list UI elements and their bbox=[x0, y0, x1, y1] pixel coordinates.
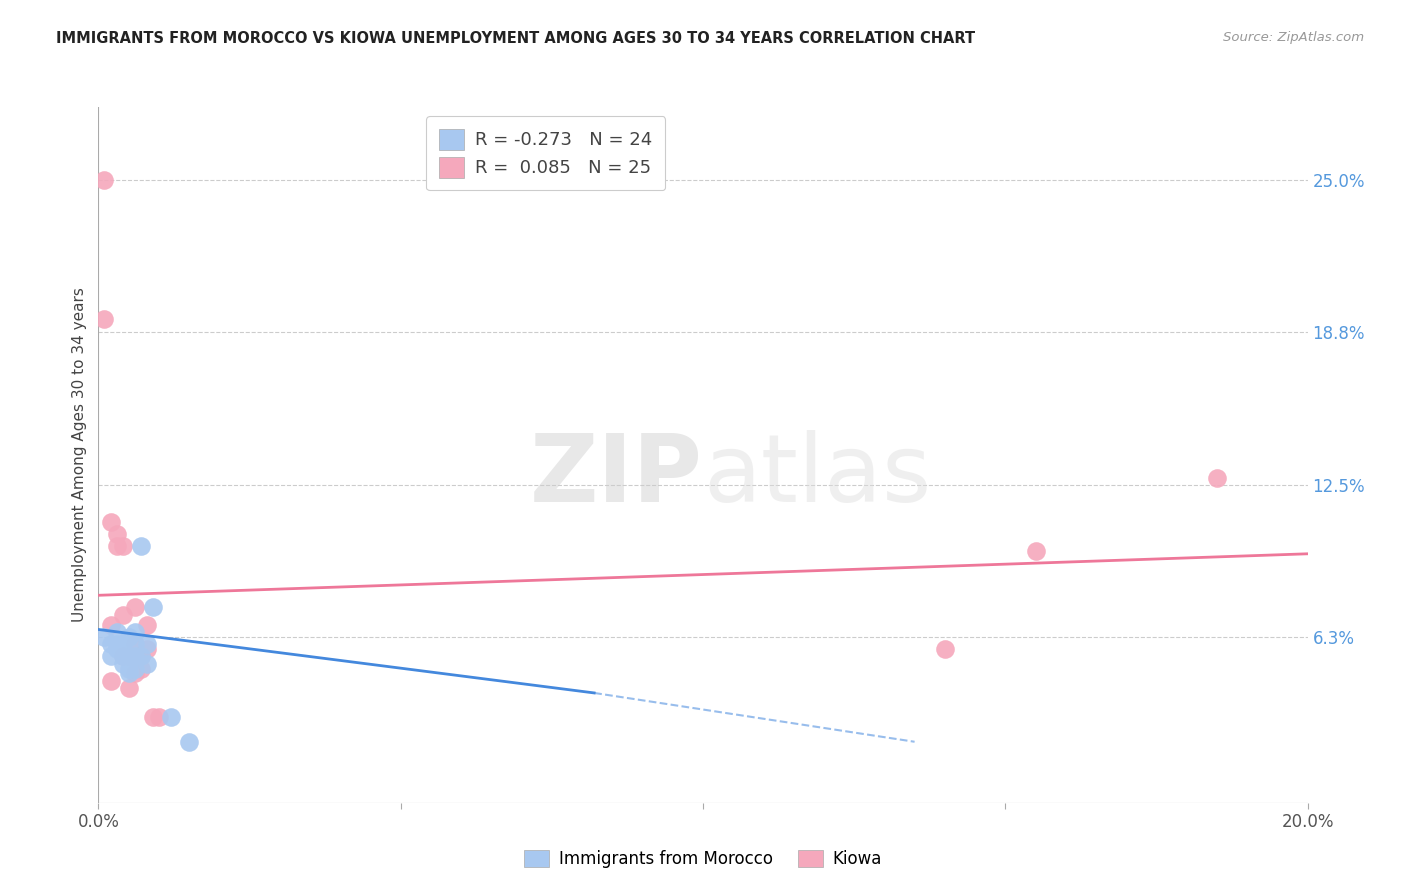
Point bbox=[179, 735, 201, 749]
Point bbox=[124, 624, 146, 639]
Point bbox=[124, 661, 146, 675]
Point bbox=[118, 649, 141, 664]
Point bbox=[1206, 471, 1229, 485]
Point bbox=[148, 710, 170, 724]
Point bbox=[111, 607, 134, 622]
Point bbox=[934, 642, 956, 657]
Legend: R = -0.273   N = 24, R =  0.085   N = 25: R = -0.273 N = 24, R = 0.085 N = 25 bbox=[426, 116, 665, 190]
Point bbox=[100, 649, 122, 664]
Point bbox=[124, 600, 146, 615]
Text: ZIP: ZIP bbox=[530, 430, 703, 522]
Text: atlas: atlas bbox=[703, 430, 931, 522]
Point bbox=[105, 624, 128, 639]
Text: IMMIGRANTS FROM MOROCCO VS KIOWA UNEMPLOYMENT AMONG AGES 30 TO 34 YEARS CORRELAT: IMMIGRANTS FROM MOROCCO VS KIOWA UNEMPLO… bbox=[56, 31, 976, 46]
Point bbox=[135, 637, 157, 651]
Point bbox=[142, 600, 165, 615]
Point bbox=[105, 642, 128, 657]
Point bbox=[111, 649, 134, 664]
Point bbox=[118, 649, 141, 664]
Point bbox=[111, 637, 134, 651]
Point bbox=[1024, 544, 1046, 558]
Point bbox=[135, 657, 157, 671]
Point bbox=[118, 666, 141, 681]
Point bbox=[129, 540, 152, 554]
Point bbox=[100, 515, 122, 529]
Point bbox=[160, 710, 183, 724]
Point bbox=[118, 649, 141, 664]
Legend: Immigrants from Morocco, Kiowa: Immigrants from Morocco, Kiowa bbox=[517, 843, 889, 875]
Point bbox=[118, 630, 141, 644]
Point bbox=[100, 617, 122, 632]
Point bbox=[100, 637, 122, 651]
Point bbox=[93, 312, 115, 326]
Point bbox=[105, 527, 128, 541]
Point bbox=[124, 637, 146, 651]
Point bbox=[111, 657, 134, 671]
Point bbox=[129, 649, 152, 664]
Point bbox=[118, 681, 141, 695]
Point bbox=[124, 637, 146, 651]
Point bbox=[124, 666, 146, 681]
Point bbox=[142, 710, 165, 724]
Point bbox=[105, 540, 128, 554]
Point bbox=[100, 673, 122, 688]
Point bbox=[124, 649, 146, 664]
Point bbox=[111, 540, 134, 554]
Point bbox=[118, 661, 141, 675]
Point bbox=[129, 649, 152, 664]
Point bbox=[111, 649, 134, 664]
Point bbox=[105, 637, 128, 651]
Y-axis label: Unemployment Among Ages 30 to 34 years: Unemployment Among Ages 30 to 34 years bbox=[72, 287, 87, 623]
Point bbox=[135, 642, 157, 657]
Point bbox=[93, 173, 115, 187]
Point bbox=[135, 617, 157, 632]
Point bbox=[129, 661, 152, 675]
Text: Source: ZipAtlas.com: Source: ZipAtlas.com bbox=[1223, 31, 1364, 45]
Point bbox=[93, 630, 115, 644]
